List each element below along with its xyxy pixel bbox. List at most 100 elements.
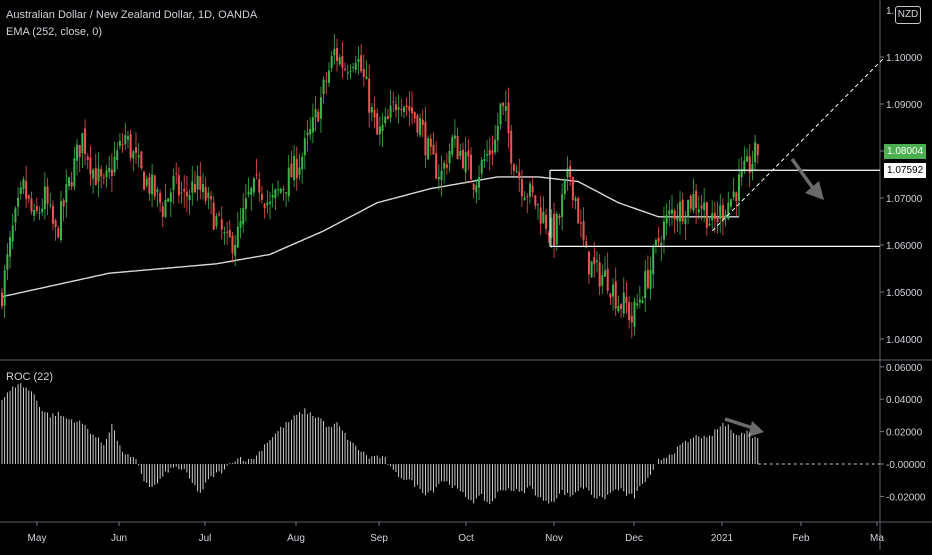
candle-body bbox=[451, 137, 454, 155]
candle-body bbox=[381, 124, 384, 132]
candle-body bbox=[405, 105, 408, 108]
ema-legend[interactable]: EMA (252, close, 0) bbox=[6, 26, 102, 38]
candle-body bbox=[362, 69, 365, 78]
candle-body bbox=[185, 191, 188, 197]
candle-body bbox=[705, 202, 708, 228]
candle-body bbox=[652, 246, 655, 275]
candle bbox=[183, 175, 186, 208]
candle bbox=[129, 129, 132, 162]
candle-body bbox=[424, 121, 427, 156]
candle bbox=[145, 175, 148, 188]
candle bbox=[370, 103, 373, 122]
candle-body bbox=[604, 270, 606, 277]
candle-body bbox=[577, 197, 580, 224]
symbol-title[interactable]: Australian Dollar / New Zealand Dollar, … bbox=[6, 9, 258, 21]
candle bbox=[397, 94, 400, 124]
candle bbox=[100, 165, 103, 189]
candle-body bbox=[293, 155, 296, 181]
time-tick-label: Dec bbox=[625, 533, 643, 544]
candle-body bbox=[105, 170, 108, 178]
candle bbox=[228, 220, 231, 239]
candle bbox=[191, 165, 194, 206]
candle-body bbox=[437, 176, 440, 180]
candle bbox=[234, 234, 237, 267]
candle-body bbox=[510, 130, 513, 164]
candle-body bbox=[523, 197, 526, 201]
candle bbox=[17, 187, 20, 217]
candle bbox=[43, 172, 46, 220]
candle bbox=[333, 33, 336, 65]
candle-body bbox=[579, 222, 582, 224]
candle-body bbox=[188, 194, 191, 201]
candle-body bbox=[614, 281, 617, 309]
price-tick-label: 1.07000 bbox=[886, 194, 923, 205]
candle bbox=[311, 103, 314, 144]
candle-body bbox=[697, 209, 700, 213]
candle-body bbox=[124, 135, 127, 145]
candle-body bbox=[202, 183, 204, 193]
candle bbox=[59, 190, 62, 243]
candle bbox=[244, 184, 247, 222]
currency-badge[interactable]: NZD bbox=[895, 6, 921, 24]
candle bbox=[400, 99, 403, 117]
candle bbox=[3, 264, 6, 319]
candle bbox=[290, 150, 293, 178]
candle bbox=[105, 164, 108, 188]
candle bbox=[510, 124, 513, 176]
candle-body bbox=[496, 125, 499, 141]
candle-body bbox=[231, 235, 234, 254]
candle-body bbox=[159, 192, 162, 203]
candle bbox=[293, 145, 296, 188]
candle bbox=[89, 145, 92, 186]
candle-body bbox=[740, 169, 743, 178]
candle bbox=[341, 41, 344, 79]
roc-tick-label: 0.02000 bbox=[886, 428, 923, 439]
candle-body bbox=[662, 221, 665, 240]
candle bbox=[239, 207, 242, 239]
candle bbox=[405, 97, 408, 117]
candle bbox=[180, 181, 183, 204]
candle bbox=[218, 211, 221, 217]
candle bbox=[408, 91, 411, 127]
candle bbox=[231, 232, 234, 263]
candle-body bbox=[234, 244, 237, 256]
candle-body bbox=[344, 69, 347, 71]
candle-body bbox=[27, 195, 30, 199]
candle-body bbox=[236, 226, 239, 248]
candle bbox=[689, 194, 692, 213]
candle bbox=[215, 213, 218, 230]
candle bbox=[167, 198, 170, 202]
candle-body bbox=[721, 204, 724, 220]
candle bbox=[445, 152, 448, 175]
candle-body bbox=[183, 188, 186, 192]
candle bbox=[263, 202, 266, 219]
candle-body bbox=[161, 206, 164, 217]
roc-arrow-head bbox=[748, 421, 764, 437]
candle-body bbox=[116, 150, 119, 161]
candle-body bbox=[239, 220, 242, 228]
candle-body bbox=[601, 275, 604, 286]
candle-body bbox=[244, 198, 247, 209]
candle bbox=[504, 90, 507, 122]
roc-legend[interactable]: ROC (22) bbox=[6, 371, 54, 383]
candle bbox=[429, 133, 432, 156]
candle-body bbox=[754, 142, 757, 163]
candle bbox=[515, 164, 518, 173]
candle bbox=[153, 174, 156, 200]
candle bbox=[223, 226, 226, 245]
candle bbox=[269, 191, 271, 220]
candle-body bbox=[180, 192, 183, 194]
candle-body bbox=[199, 176, 202, 190]
candle-body bbox=[255, 174, 258, 176]
time-tick-label: Ma bbox=[870, 533, 884, 544]
candle-body bbox=[475, 185, 478, 193]
candle-body bbox=[504, 106, 507, 111]
candle-body bbox=[242, 208, 245, 225]
candle-body bbox=[432, 144, 435, 155]
candle bbox=[384, 107, 387, 127]
candle bbox=[671, 195, 673, 226]
candle-body bbox=[215, 216, 218, 226]
candle-body bbox=[269, 201, 271, 204]
